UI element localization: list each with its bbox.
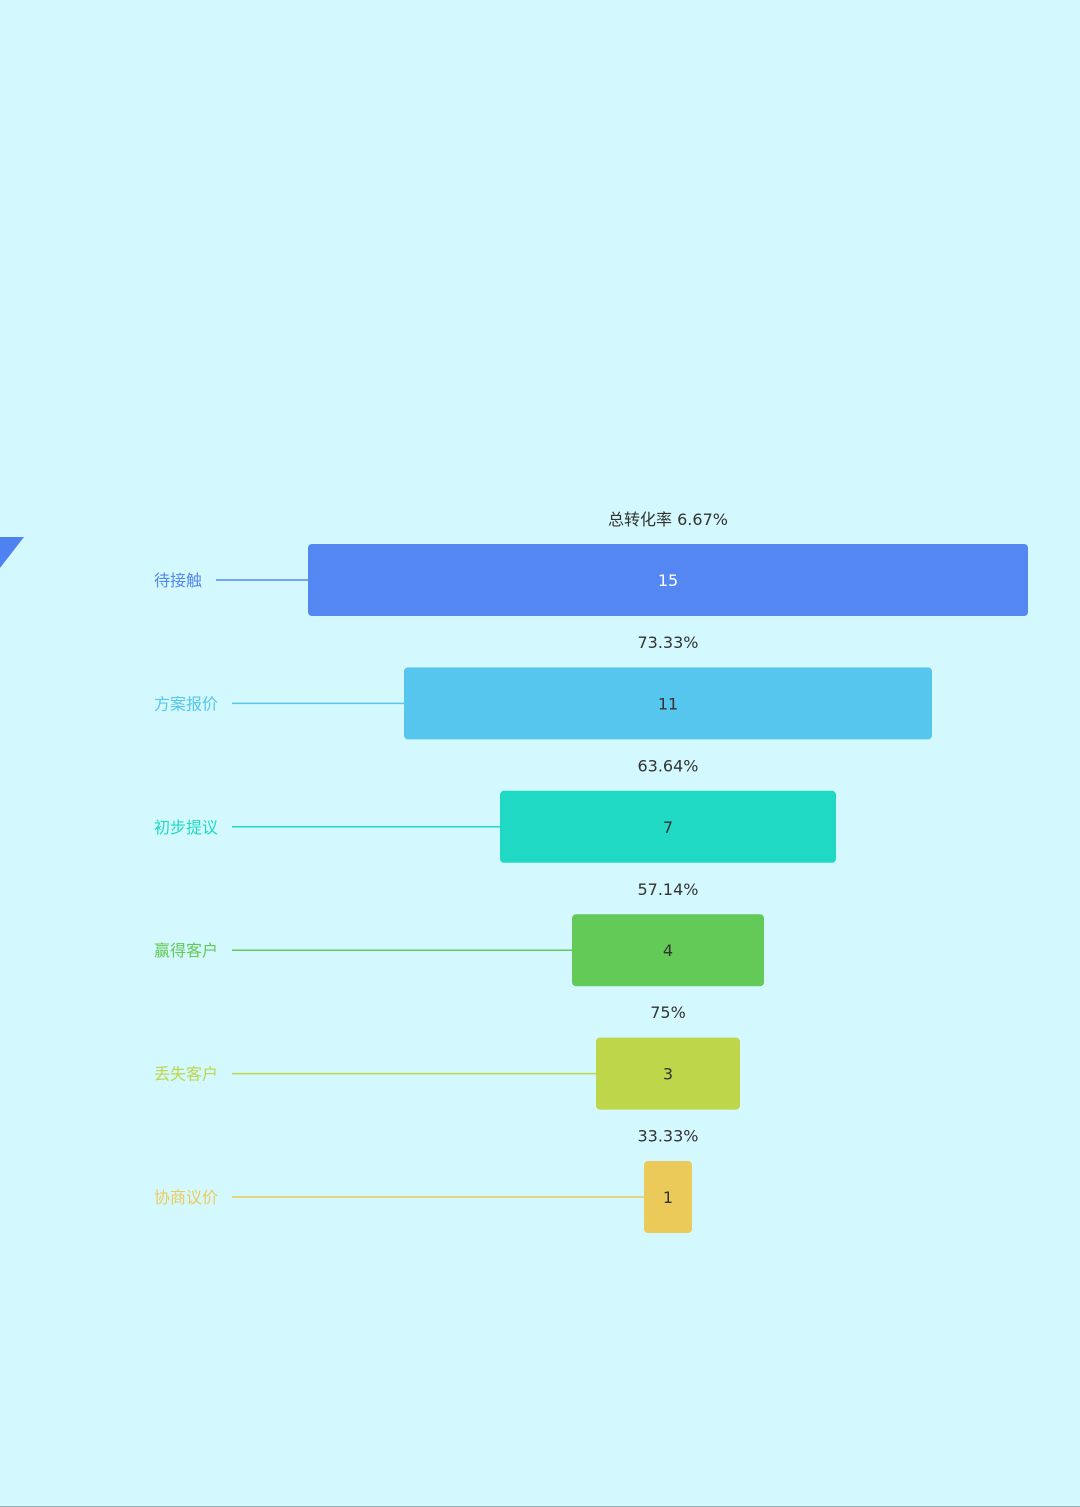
funnel-bar	[500, 790, 836, 863]
stage-label: 赢得客户	[154, 941, 218, 960]
bar-value-label: 4	[663, 941, 673, 960]
funnel-bar	[572, 914, 764, 987]
funnel-bar	[596, 1037, 740, 1110]
bar-value-label: 1	[663, 1188, 673, 1207]
stage-label: 丢失客户	[154, 1065, 218, 1084]
stage-label: 方案报价	[154, 694, 218, 713]
conversion-rate-label: 57.14%	[637, 880, 698, 899]
bar-value-label: 3	[663, 1065, 673, 1084]
bar-value-label: 7	[663, 818, 673, 837]
bar-value-label: 11	[658, 694, 678, 713]
stage-label: 待接触	[154, 571, 202, 590]
conversion-rate-label: 73.33%	[637, 633, 698, 652]
funnel-stages: 待接触 15 73.33% 方案报价 11 63.64% 初步提议 7 57.14% 赢得客户 4 7…	[154, 544, 1028, 1233]
conversion-rate-label: 75%	[650, 1003, 686, 1022]
total-conversion-label: 总转化率 6.67%	[608, 510, 728, 529]
triangle-corner-icon	[0, 537, 24, 568]
stage-label: 协商议价	[154, 1188, 218, 1207]
conversion-rate-label: 33.33%	[637, 1127, 698, 1146]
conversion-rate-label: 63.64%	[637, 756, 698, 775]
funnel-bar	[308, 544, 1028, 616]
bar-value-label: 15	[658, 571, 678, 590]
funnel-bar	[404, 667, 932, 740]
stage-label: 初步提议	[154, 818, 218, 837]
funnel-bar	[644, 1161, 692, 1233]
